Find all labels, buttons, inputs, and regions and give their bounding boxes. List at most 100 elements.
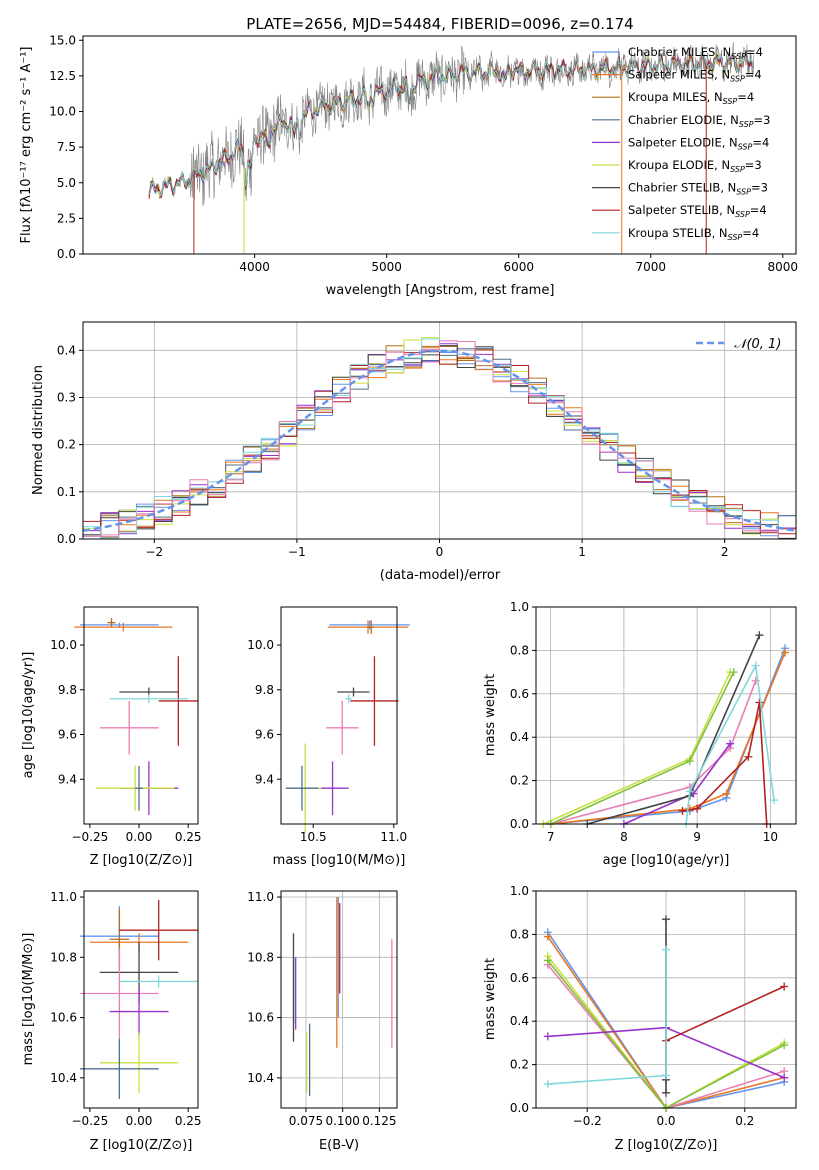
errorbar-point	[158, 656, 198, 746]
errorbar-point	[80, 622, 159, 628]
y-tick-label: 10.8	[50, 950, 77, 964]
x-tick-label: 0	[436, 545, 444, 559]
histogram-ylabel: Normed distribution	[31, 365, 46, 495]
mass-weight-series	[539, 668, 735, 828]
y-tick-label: 0.2	[510, 1058, 529, 1072]
x-tick-label: 0.25	[175, 830, 202, 844]
x-tick-label: 9	[693, 830, 701, 844]
plus-marker	[751, 661, 760, 670]
plus-marker	[543, 1032, 552, 1041]
mass-vs-metallicity-panel: −0.25 0.00 0.25 10.4 10.6 10.8 11.0 Z [log10(Z…	[21, 890, 202, 1153]
x-tick-label: −0.25	[72, 830, 109, 844]
y-tick-label: 10.0	[247, 638, 274, 652]
axis-ticks: −0.25 0.00 0.25 10.4 10.6 10.8 11.0	[50, 890, 201, 1128]
age-z-xlabel: Z [log10(Z/Z⊙)]	[90, 853, 193, 868]
model-spectrum-line	[148, 51, 755, 197]
axis-ticks: 0.075 0.100 0.125 10.4 10.6 10.8 11.0	[247, 890, 397, 1128]
age-vs-metallicity-panel: −0.25 0.00 0.25 9.4 9.6 9.8 10.0 Z [log10(Z/Z⊙…	[21, 606, 202, 868]
y-tick-label: 0.0	[57, 247, 76, 261]
plus-marker	[722, 789, 731, 798]
errorbar-point	[80, 1038, 159, 1099]
y-tick-label: 0.6	[510, 687, 529, 701]
age-z-ylabel: age [log10(age/yr)]	[21, 652, 36, 779]
y-tick-label: 9.4	[255, 772, 274, 786]
legend-entry: 𝒩(0, 1)	[734, 337, 781, 352]
legend-entry: Chabrier ELODIE, NSSP=3	[628, 113, 770, 129]
age-mass-xlabel: mass [log10(M/M⊙)]	[273, 853, 406, 868]
y-tick-label: 10.0	[50, 638, 77, 652]
plus-marker	[543, 1080, 552, 1089]
plus-marker	[685, 757, 694, 766]
axis-ticks: 7 8 9 10 0.0 0.2 0.4 0.6 0.8 1.0	[510, 600, 796, 844]
series-line	[547, 949, 667, 1085]
legend-entry: Chabrier MILES, NSSP=4	[628, 45, 763, 61]
plus-marker	[781, 648, 790, 657]
x-tick-label: 0.100	[325, 1114, 359, 1128]
normal-distribution-curve	[82, 349, 797, 532]
residual-histogram-step	[83, 340, 796, 540]
plus-marker	[662, 915, 670, 924]
y-tick-label: 0.8	[510, 643, 529, 657]
plus-marker	[543, 956, 552, 965]
residual-histogram-panel: −2 −1 0 1 2 0.0 0.1 0.2 0.3 0.4 𝒩(0, 1) (data-mod…	[31, 321, 797, 583]
x-tick-label: 10.5	[300, 830, 327, 844]
errorbar-point	[285, 765, 319, 811]
y-tick-label: 0.4	[510, 1014, 529, 1028]
plus-marker	[543, 932, 552, 941]
axis-ticks: −0.25 0.00 0.25 9.4 9.6 9.8 10.0	[50, 638, 201, 844]
series-line	[685, 663, 775, 825]
y-tick-label: 11.0	[50, 890, 77, 904]
plus-marker	[662, 1071, 670, 1080]
y-tick-label: 1.0	[510, 600, 529, 614]
x-tick-label: 11.0	[380, 830, 407, 844]
errorbar-point	[326, 700, 359, 755]
plus-marker	[755, 631, 764, 640]
x-tick-label: 0.075	[289, 1114, 323, 1128]
mass-ebv-xlabel: E(B-V)	[319, 1138, 359, 1153]
y-tick-label: 10.8	[247, 950, 274, 964]
errorbar-point	[99, 1032, 179, 1093]
y-tick-label: 0.1	[57, 485, 76, 499]
mass-z-xlabel: Z [log10(Z/Z⊙)]	[90, 1138, 193, 1153]
x-tick-label: 2	[721, 545, 729, 559]
y-tick-label: 0.2	[510, 774, 529, 788]
x-tick-label: −0.2	[573, 1114, 602, 1128]
axis-ticks: 4000 5000 6000 7000 8000 0.0 2.5 5.0 7.5 10.0 12.5…	[49, 33, 798, 274]
plus-marker	[780, 1041, 789, 1050]
y-tick-label: 0.4	[510, 730, 529, 744]
y-tick-label: 0.8	[510, 927, 529, 941]
x-tick-label: −1	[288, 545, 306, 559]
y-tick-label: 12.5	[49, 69, 76, 83]
plus-marker	[729, 668, 738, 677]
legend-entry: Salpeter STELIB, NSSP=4	[628, 203, 767, 219]
plus-marker	[685, 787, 694, 796]
plus-marker	[744, 752, 753, 761]
legend-entry: Salpeter ELODIE, NSSP=4	[628, 135, 769, 151]
errorbar-point	[368, 620, 375, 634]
y-tick-label: 9.8	[255, 683, 274, 697]
y-tick-label: 0.0	[510, 1101, 529, 1115]
y-tick-label: 9.6	[58, 728, 77, 742]
y-tick-label: 10.4	[247, 1071, 274, 1085]
spectrum-xlabel: wavelength [Angstrom, rest frame]	[326, 283, 555, 298]
spectrum-panel: 4000 5000 6000 7000 8000 0.0 2.5 5.0 7.5 10.0 12.5…	[19, 33, 798, 298]
x-tick-label: 7	[547, 830, 555, 844]
errorbar-point	[337, 687, 370, 697]
plus-marker	[662, 1088, 670, 1097]
axis-ticks: −2 −1 0 1 2 0.0 0.1 0.2 0.3 0.4	[57, 322, 796, 559]
y-tick-label: 10.4	[50, 1071, 77, 1085]
y-tick-label: 9.6	[255, 728, 274, 742]
y-tick-label: 10.0	[49, 105, 76, 119]
legend-entry: Chabrier STELIB, NSSP=3	[628, 181, 768, 197]
plus-marker	[780, 982, 789, 991]
legend-entry: Kroupa MILES, NSSP=4	[628, 90, 754, 106]
mass-z-ylabel: mass [log10(M/M⊙)]	[21, 933, 36, 1066]
mass-weight-vs-metallicity-panel: −0.2 0.0 0.2 0.0 0.2 0.4 0.6 0.8 1.0 Z [log10(Z/…	[483, 884, 797, 1153]
x-tick-label: 10	[763, 830, 778, 844]
y-tick-label: 0.0	[57, 532, 76, 546]
figure-title: PLATE=2656, MJD=54484, FIBERID=0096, z=0…	[246, 15, 633, 33]
plus-marker	[755, 698, 764, 707]
y-tick-label: 0.0	[510, 817, 529, 831]
x-tick-label: 0.00	[126, 830, 153, 844]
x-tick-label: 0.2	[735, 1114, 754, 1128]
